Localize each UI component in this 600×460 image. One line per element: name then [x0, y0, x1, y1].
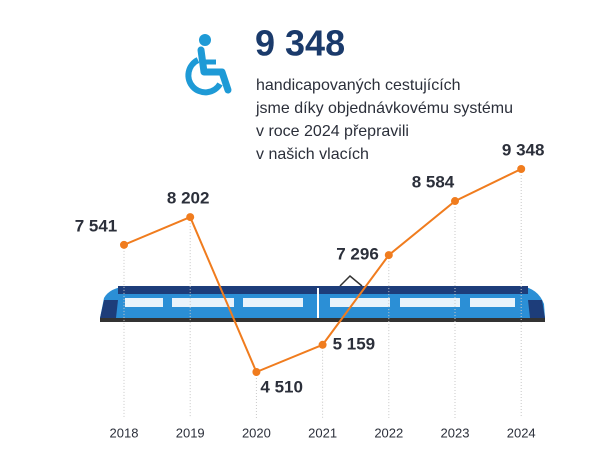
- value-label: 4 510: [260, 377, 303, 396]
- value-label: 8 584: [412, 173, 455, 192]
- wheelchair-icon: [185, 34, 232, 96]
- point: [517, 165, 526, 173]
- point: [186, 213, 195, 222]
- point: [120, 240, 128, 249]
- train: [100, 274, 545, 322]
- point: [451, 197, 459, 206]
- x-tick-label: 2021: [308, 425, 337, 440]
- x-tick-label: 2023: [441, 425, 470, 440]
- description-line: v našich vlacích: [256, 146, 369, 163]
- x-tick-label: 2024: [507, 425, 536, 440]
- description: handicapovaných cestujících jsme díky obj…: [255, 77, 513, 163]
- x-tick-label: 2020: [242, 425, 271, 440]
- value-label: 7 296: [336, 245, 379, 264]
- x-tick-label: 2022: [374, 425, 403, 440]
- point: [252, 368, 261, 376]
- point: [318, 340, 327, 349]
- headline: 9 348: [255, 23, 345, 64]
- description-line: v roce 2024 přepravili: [256, 123, 409, 140]
- x-tick-label: 2018: [110, 425, 139, 440]
- x-tick-label: 2019: [176, 425, 205, 440]
- value-label: 9 348: [502, 140, 545, 159]
- value-label: 5 159: [333, 334, 376, 353]
- description-line: handicapovaných cestujících: [256, 77, 461, 94]
- description-line: jsme díky objednávkovému systému: [255, 100, 513, 117]
- point: [384, 251, 393, 260]
- value-label: 8 202: [167, 189, 210, 208]
- value-label: 7 541: [75, 216, 118, 235]
